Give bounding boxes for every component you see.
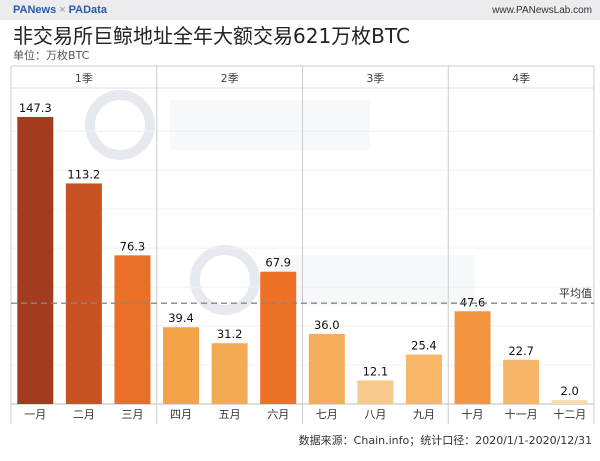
brand-logo: PANews × PAData	[13, 4, 107, 16]
bar-5	[211, 343, 248, 404]
bar-2	[65, 183, 102, 404]
data-label: 31.2	[217, 327, 243, 341]
quarter-label: 3季	[366, 72, 384, 85]
watermark-panews-mark	[170, 100, 370, 150]
bar-4	[163, 327, 200, 404]
data-label: 2.0	[561, 384, 579, 398]
chart-unit: 单位：万枚BTC	[13, 49, 90, 62]
bar-9	[405, 354, 442, 404]
site-url: www.PANewsLab.com	[492, 5, 592, 16]
quarter-label: 2季	[221, 72, 239, 85]
data-source: 数据来源：Chain.info；统计口径：2020/1/1-2020/12/31	[298, 434, 592, 447]
month-label: 一月	[24, 408, 46, 421]
month-label: 五月	[219, 408, 241, 421]
chart-title: 非交易所巨鲸地址全年大额交易621万枚BTC	[13, 24, 410, 48]
month-label: 三月	[121, 408, 143, 421]
data-label: 36.0	[314, 318, 340, 332]
bar-12	[551, 400, 588, 404]
brand-panews: PANews	[13, 4, 57, 16]
watermark-panews-logo	[85, 90, 155, 160]
data-label: 47.6	[460, 295, 486, 309]
top-bar: PANews × PAData www.PANewsLab.com	[0, 0, 600, 20]
month-label: 六月	[267, 408, 289, 421]
watermark-padata-mark	[275, 255, 475, 305]
bar-1	[17, 117, 54, 404]
watermark-padata-logo	[190, 245, 260, 315]
data-label: 113.2	[67, 167, 100, 181]
bar-6	[260, 271, 297, 404]
bar-7	[308, 333, 345, 404]
brand-padata: PAData	[68, 4, 107, 16]
bar-8	[357, 380, 394, 404]
data-label: 67.9	[265, 256, 291, 270]
data-label: 39.4	[168, 311, 194, 325]
quarter-label: 1季	[75, 72, 93, 85]
bar-11	[503, 359, 540, 404]
data-label: 12.1	[363, 364, 389, 378]
quarter-label: 4季	[512, 72, 530, 85]
month-label: 十一月	[505, 407, 538, 421]
bar-10	[454, 311, 491, 404]
brand-separator: ×	[59, 4, 66, 16]
month-label: 八月	[364, 408, 386, 421]
average-label: 平均值	[559, 287, 592, 300]
month-label: 二月	[73, 408, 95, 421]
data-label: 25.4	[411, 339, 437, 353]
month-label: 九月	[413, 408, 435, 421]
month-label: 十月	[462, 407, 484, 421]
data-label: 22.7	[508, 344, 534, 358]
month-label: 四月	[170, 408, 192, 421]
month-label: 七月	[316, 408, 338, 421]
month-label: 十二月	[553, 407, 586, 421]
bar-3	[114, 255, 151, 404]
data-label: 76.3	[120, 239, 146, 253]
data-label: 147.3	[19, 101, 52, 115]
